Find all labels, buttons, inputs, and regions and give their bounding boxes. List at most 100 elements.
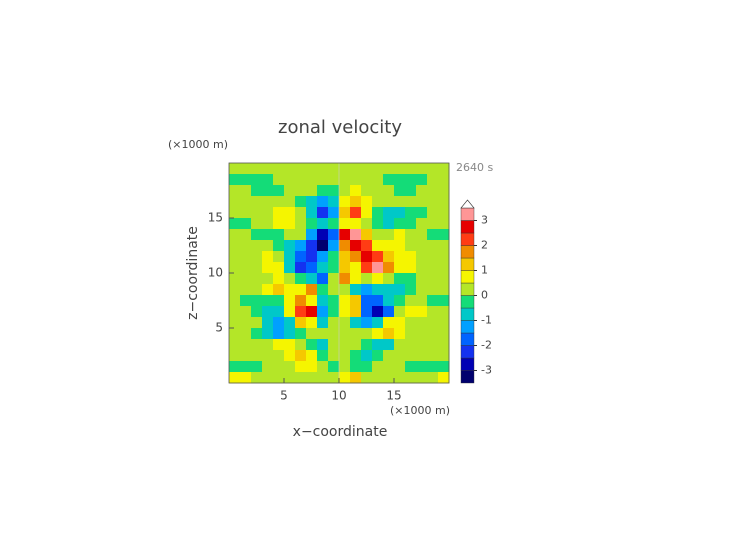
field-cell xyxy=(262,306,274,318)
field-cell xyxy=(251,328,263,340)
field-cell xyxy=(438,262,450,274)
colorbar-band xyxy=(460,270,475,284)
field-cell xyxy=(416,372,428,384)
field-cell xyxy=(394,372,406,384)
field-cell xyxy=(295,339,307,351)
field-cell xyxy=(262,185,274,197)
field-cell xyxy=(416,163,428,175)
colorbar-tick-label: 0 xyxy=(481,289,488,302)
field-cell xyxy=(317,295,329,307)
field-cell xyxy=(350,262,362,274)
field-cell xyxy=(372,207,384,219)
field-cell xyxy=(405,196,417,208)
field-cell xyxy=(317,350,329,362)
field-cell xyxy=(328,273,340,285)
field-cell xyxy=(427,306,439,318)
field-cell xyxy=(306,295,318,307)
field-cell xyxy=(251,240,263,252)
field-cell xyxy=(240,251,252,263)
field-cell xyxy=(339,218,351,230)
field-cell xyxy=(416,196,428,208)
field-cell xyxy=(295,284,307,296)
colorbar-tick-label: 1 xyxy=(481,264,488,277)
field-cell xyxy=(328,317,340,329)
field-cell xyxy=(361,339,373,351)
field-cell xyxy=(229,196,241,208)
field-cell xyxy=(394,229,406,241)
field-cell xyxy=(262,350,274,362)
field-cell xyxy=(295,174,307,186)
x-tick-label: 10 xyxy=(331,389,346,403)
field-cell xyxy=(295,361,307,373)
field-cell xyxy=(251,185,263,197)
field-cell xyxy=(295,317,307,329)
field-cell xyxy=(383,339,395,351)
colorbar-band xyxy=(460,357,475,371)
field-cell xyxy=(339,339,351,351)
colorbar-band xyxy=(460,307,475,321)
field-cell xyxy=(229,185,241,197)
field-cell xyxy=(394,163,406,175)
field-cell xyxy=(317,207,329,219)
field-cell xyxy=(229,207,241,219)
field-cell xyxy=(339,240,351,252)
field-cell xyxy=(328,229,340,241)
field-cell xyxy=(427,317,439,329)
field-cell xyxy=(405,240,417,252)
field-cell xyxy=(295,207,307,219)
field-cell xyxy=(251,174,263,186)
field-cell xyxy=(295,218,307,230)
field-cell xyxy=(416,361,428,373)
field-cell xyxy=(306,163,318,175)
field-cell xyxy=(251,284,263,296)
field-cell xyxy=(427,372,439,384)
field-cell xyxy=(361,218,373,230)
field-cell xyxy=(317,328,329,340)
field-cell xyxy=(383,295,395,307)
field-cell xyxy=(350,251,362,263)
field-cell xyxy=(383,317,395,329)
field-cell xyxy=(438,174,450,186)
field-cell xyxy=(229,372,241,384)
field-cell xyxy=(427,240,439,252)
field-cell xyxy=(273,229,285,241)
colorbar-band xyxy=(460,295,475,309)
field-cell xyxy=(284,163,296,175)
field-cell xyxy=(284,207,296,219)
field-cell xyxy=(350,240,362,252)
field-cell xyxy=(383,207,395,219)
field-cell xyxy=(394,328,406,340)
field-cell xyxy=(240,163,252,175)
field-cell xyxy=(229,350,241,362)
field-cell xyxy=(427,251,439,263)
field-cell xyxy=(383,306,395,318)
field-cell xyxy=(317,273,329,285)
field-cell xyxy=(273,174,285,186)
field-cell xyxy=(372,273,384,285)
field-cell xyxy=(405,218,417,230)
field-cell xyxy=(405,295,417,307)
field-cell xyxy=(273,295,285,307)
field-cell xyxy=(361,273,373,285)
field-cell xyxy=(273,372,285,384)
field-cell xyxy=(438,229,450,241)
field-cell xyxy=(427,185,439,197)
field-cell xyxy=(383,229,395,241)
field-cell xyxy=(306,273,318,285)
field-cell xyxy=(295,350,307,362)
field-cell xyxy=(328,339,340,351)
field-cell xyxy=(438,196,450,208)
colorbar-tick-label: -3 xyxy=(481,364,492,377)
field-cell xyxy=(229,273,241,285)
field-cell xyxy=(438,350,450,362)
field-cell xyxy=(229,251,241,263)
colorbar-band xyxy=(460,232,475,246)
field-cell xyxy=(394,339,406,351)
field-cell xyxy=(284,262,296,274)
field-cell xyxy=(416,295,428,307)
field-cell xyxy=(306,251,318,263)
colorbar-tick-label: 3 xyxy=(481,214,488,227)
field-cell xyxy=(306,339,318,351)
y-tick-label: 15 xyxy=(208,211,223,225)
field-cell xyxy=(240,339,252,351)
